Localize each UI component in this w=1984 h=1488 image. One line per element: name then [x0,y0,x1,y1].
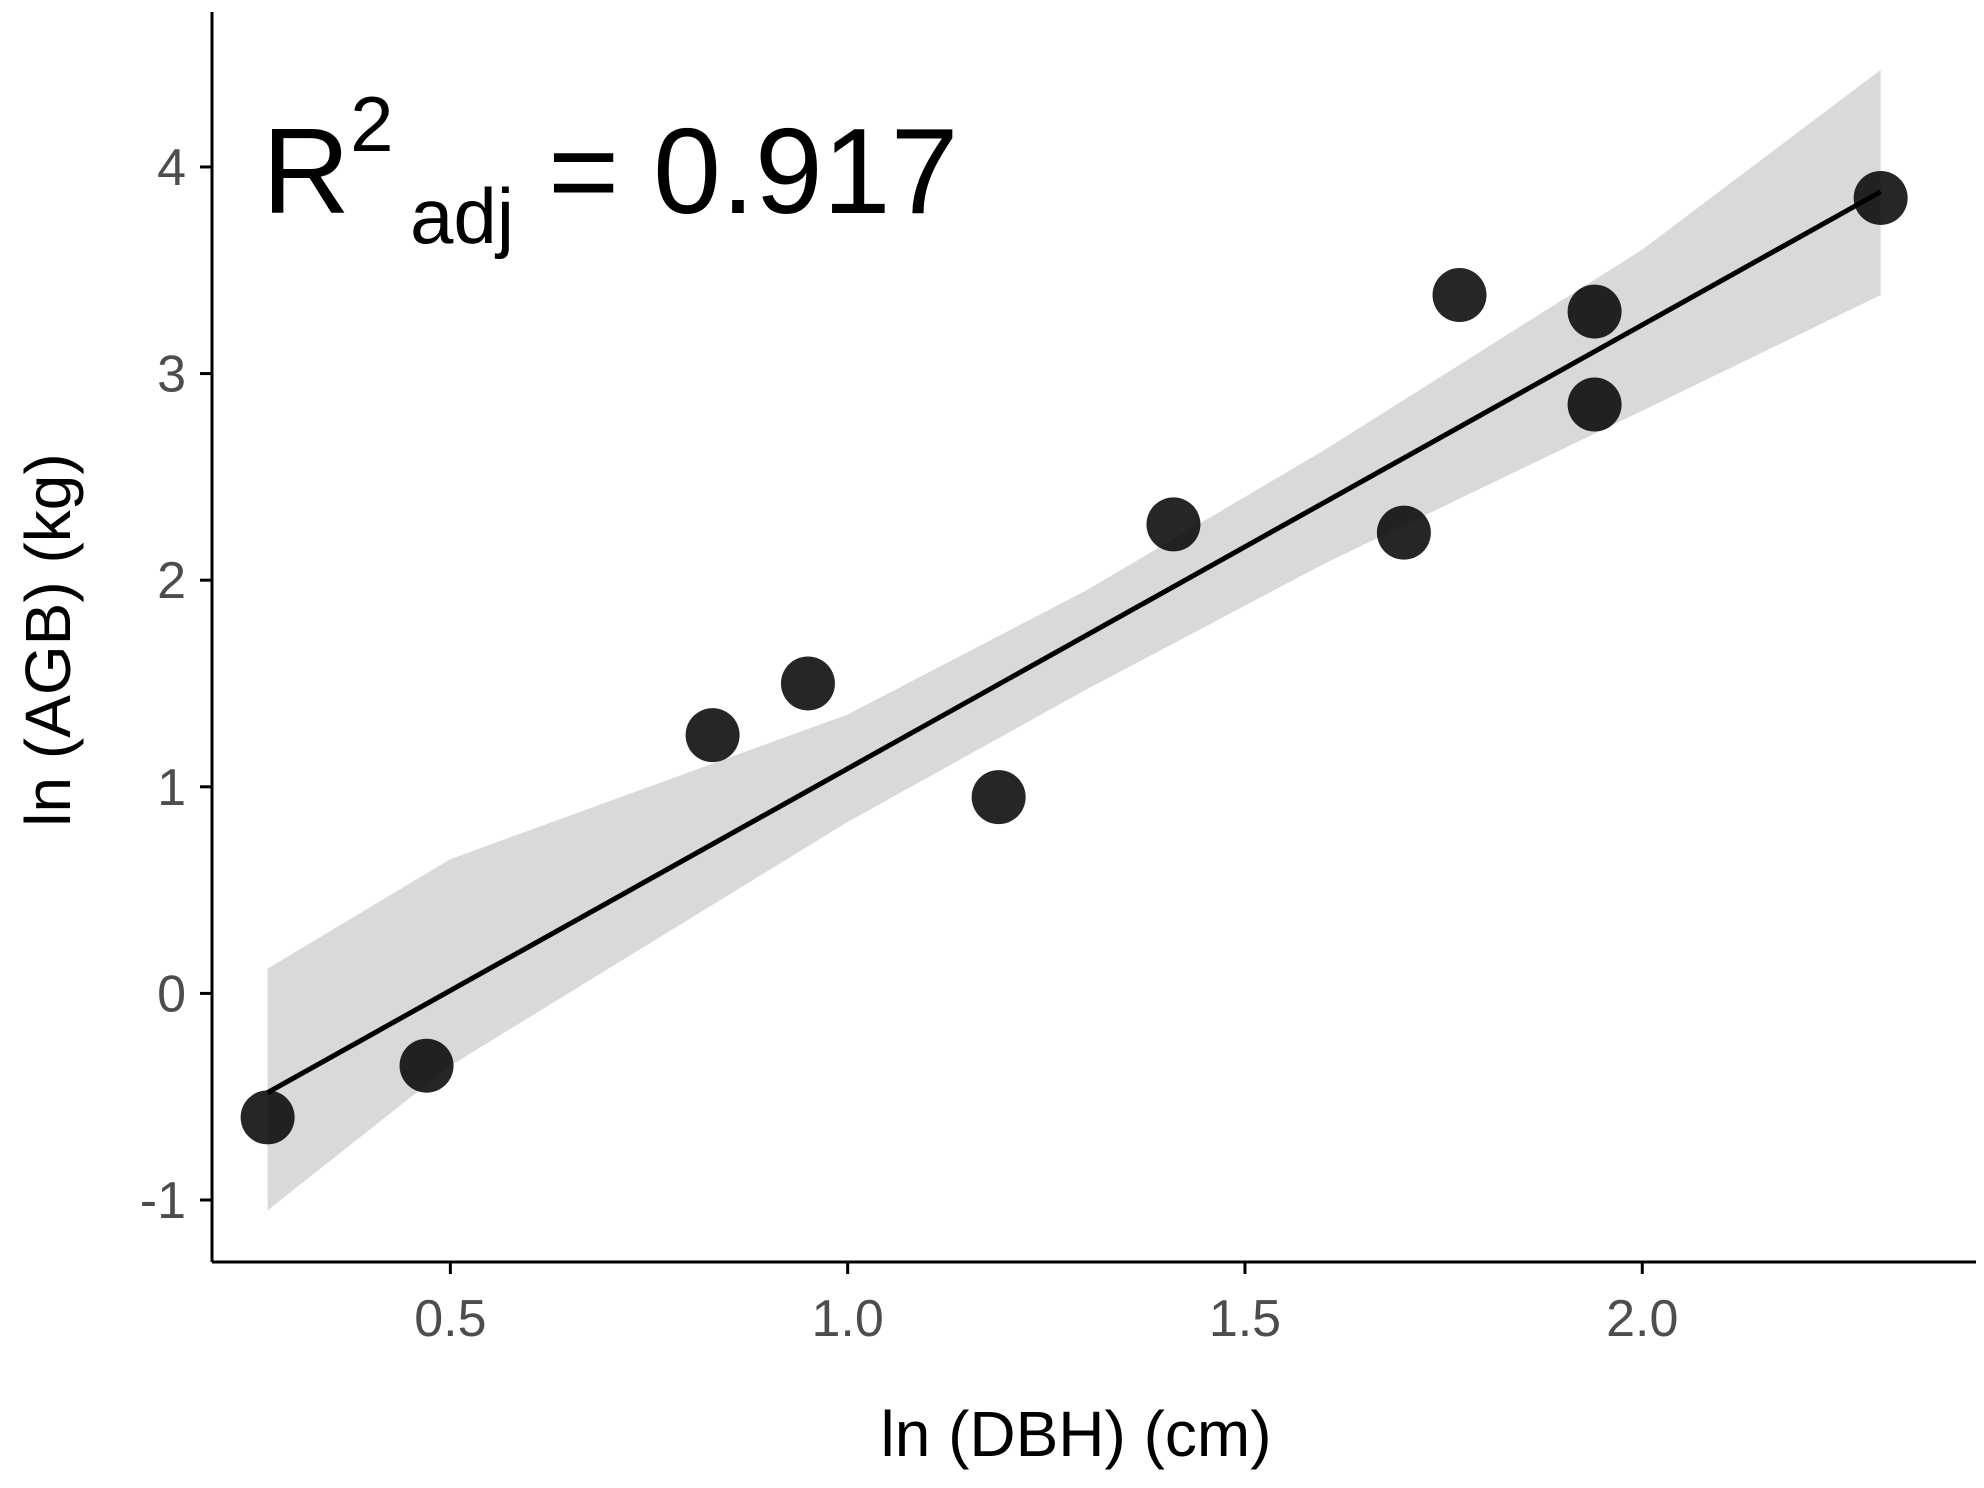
data-point-7 [1376,505,1431,560]
x-tick-label: 2.0 [1606,1290,1678,1348]
data-point-4 [780,656,835,711]
x-tick-label: 0.5 [414,1290,486,1348]
annotation-subscript: adj [410,172,514,260]
y-tick-label: -1 [140,1172,186,1230]
y-axis-title: ln (AGB) (kg) [12,453,84,826]
x-axis-title: ln (DBH) (cm) [880,1398,1271,1470]
y-tick-label: 0 [157,965,186,1023]
annotation-base: R [262,103,350,239]
y-tick-label: 4 [157,139,186,197]
axes-layer [200,12,1976,1274]
y-tick-label: 1 [157,759,186,817]
labels-layer: 0.5 1.0 1.5 2.0 -1 0 1 2 3 4 [140,139,1679,1348]
data-point-1 [240,1090,295,1145]
x-tick-label: 1.0 [812,1290,884,1348]
data-point-5 [971,770,1026,825]
annotation-value: = 0.917 [514,103,958,239]
data-point-10 [1567,377,1622,432]
regression-line [266,189,1882,1095]
data-point-11 [1853,170,1908,225]
annotation-superscript: 2 [350,80,393,168]
r-squared-annotation: R2adj = 0.917 [262,80,958,260]
x-tick-label: 1.5 [1209,1290,1281,1348]
data-point-6 [1146,497,1201,552]
data-point-2 [399,1038,454,1093]
y-tick-label: 3 [157,346,186,404]
data-point-3 [685,708,740,763]
fit-line-layer [266,189,1882,1095]
data-point-9 [1567,284,1622,339]
data-point-8 [1432,268,1487,323]
y-tick-label: 2 [157,552,186,610]
data-points-layer [240,170,1908,1145]
